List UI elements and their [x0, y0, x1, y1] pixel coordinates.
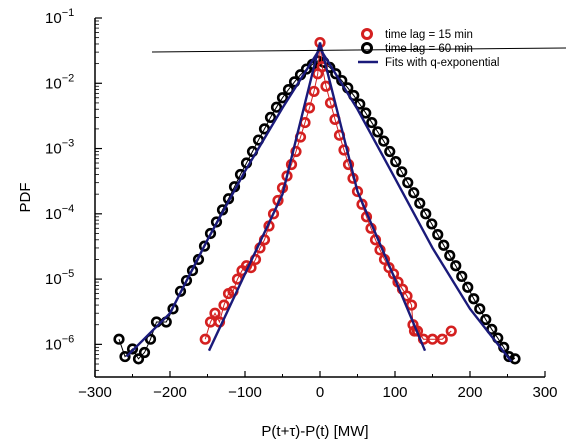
x-tick-label: 200	[457, 384, 482, 401]
data-point-time-lag-15-min	[338, 144, 350, 156]
data-point-time-lag-60-min	[426, 218, 438, 230]
data-point-time-lag-60-min	[198, 240, 211, 252]
data-point-time-lag-60-min	[174, 285, 187, 297]
data-point-time-lag-60-min	[432, 229, 444, 241]
data-point-time-lag-60-min	[113, 333, 125, 345]
data-point-time-lag-60-min	[408, 187, 420, 199]
data-point-time-lag-15-min	[405, 299, 418, 311]
data-point-time-lag-15-min	[303, 102, 316, 114]
data-point-time-lag-60-min	[210, 216, 223, 228]
fit-line-2	[207, 42, 427, 352]
legend-marker-60min	[361, 42, 373, 54]
x-tick-label: 0	[316, 384, 324, 401]
legend-label-15min: time lag = 15 min	[385, 29, 473, 41]
data-point-time-lag-60-min	[366, 116, 378, 129]
y-axis-title: PDF	[17, 183, 34, 213]
data-point-time-lag-60-min	[360, 107, 372, 119]
y-tick-label: 10−2	[45, 72, 74, 92]
data-point-time-lag-60-min	[330, 68, 342, 80]
legend-entry-15min: time lag = 15 min	[361, 28, 473, 41]
data-point-time-lag-60-min	[372, 126, 384, 138]
series-connector-time-lag-15-min	[204, 42, 452, 340]
data-point-time-lag-60-min	[144, 333, 157, 345]
data-point-time-lag-60-min	[180, 274, 193, 287]
data-point-time-lag-15-min	[209, 307, 221, 319]
data-point-time-lag-60-min	[462, 281, 474, 293]
data-point-time-lag-60-min	[402, 177, 414, 189]
data-point-time-lag-60-min	[438, 239, 450, 251]
data-point-time-lag-60-min	[126, 343, 139, 355]
x-tick-label: 100	[382, 384, 407, 401]
data-point-time-lag-15-min	[218, 299, 230, 311]
data-point-time-lag-60-min	[414, 197, 426, 209]
legend-label-fit: Fits with q-exponential	[385, 57, 499, 69]
axes-layer: −300 −200 −100 0 100 200 300 10−1 10−2 10−3 10−4 10…	[17, 7, 558, 440]
legend-marker-15min	[361, 28, 373, 40]
y-tick-label: 10−1	[45, 7, 74, 27]
data-point-time-lag-15-min	[290, 145, 302, 158]
x-axis-title: P(t+τ)-P(t) [MW]	[261, 423, 368, 440]
data-point-time-lag-60-min	[186, 264, 199, 277]
data-point-time-lag-15-min	[199, 333, 211, 345]
data-point-time-lag-60-min	[450, 260, 462, 272]
overlay-rule-line	[151, 47, 567, 53]
x-tick-label: 300	[532, 384, 557, 401]
data-point-time-lag-60-min	[468, 293, 480, 305]
y-tick-label: 10−4	[45, 203, 74, 223]
data-layer	[113, 36, 521, 365]
data-point-time-lag-60-min	[276, 92, 289, 104]
legend: time lag = 15 min time lag = 60 min Fits…	[358, 28, 499, 69]
data-point-time-lag-60-min	[396, 166, 408, 178]
data-point-time-lag-60-min	[270, 101, 283, 113]
data-point-time-lag-60-min	[480, 313, 492, 326]
x-tick-label: −200	[153, 384, 187, 401]
data-point-time-lag-60-min	[444, 249, 456, 262]
data-point-time-lag-60-min	[503, 350, 515, 363]
data-point-time-lag-60-min	[264, 111, 277, 124]
data-point-time-lag-15-min	[445, 325, 457, 337]
legend-entry-fit: Fits with q-exponential	[358, 57, 499, 69]
x-tick-label: −100	[228, 384, 262, 401]
fit-line-1	[125, 46, 513, 363]
y-tick-label: 10−6	[45, 333, 74, 353]
data-point-time-lag-60-min	[204, 227, 217, 240]
data-point-time-lag-60-min	[167, 303, 179, 315]
data-point-time-lag-60-min	[474, 303, 486, 315]
y-tick-label: 10−3	[45, 138, 74, 158]
data-point-time-lag-15-min	[267, 208, 280, 220]
data-point-time-lag-60-min	[420, 208, 432, 220]
data-point-time-lag-60-min	[119, 350, 131, 363]
data-point-time-lag-60-min	[456, 270, 468, 282]
data-point-time-lag-15-min	[436, 333, 448, 345]
y-tick-label: 10−5	[45, 268, 74, 288]
data-point-time-lag-60-min	[138, 346, 151, 359]
data-point-time-lag-60-min	[378, 135, 390, 147]
data-point-time-lag-60-min	[132, 353, 145, 365]
x-tick-label: −300	[78, 384, 112, 401]
data-point-time-lag-15-min	[308, 85, 320, 98]
series-connector-time-lag-60-min	[118, 60, 516, 360]
data-point-time-lag-60-min	[390, 156, 402, 168]
data-point-time-lag-60-min	[384, 145, 396, 158]
